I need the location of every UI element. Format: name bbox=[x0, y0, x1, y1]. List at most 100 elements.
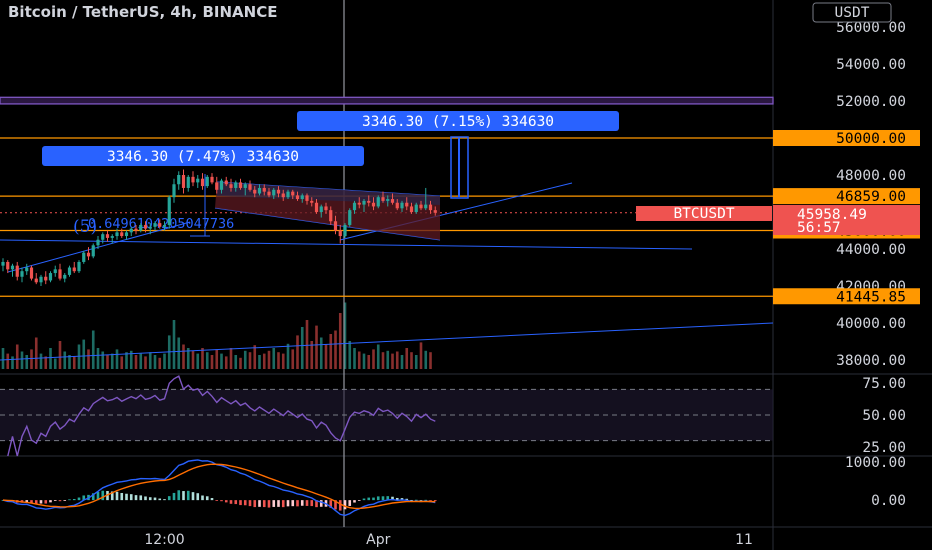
volume-bar bbox=[334, 330, 337, 369]
macd-hist-bar bbox=[129, 494, 133, 501]
volume-bar bbox=[191, 350, 195, 369]
macd-hist-bar bbox=[362, 498, 366, 501]
candle-body bbox=[172, 184, 176, 198]
volume-bar bbox=[372, 349, 375, 369]
trendline bbox=[0, 239, 693, 250]
candle-body bbox=[262, 187, 266, 192]
candle-body bbox=[371, 202, 376, 207]
macd-hist-bar bbox=[267, 500, 271, 508]
candle-body bbox=[115, 232, 119, 237]
macd-hist-bar bbox=[286, 500, 290, 507]
candle-body bbox=[191, 176, 195, 183]
candle-body bbox=[333, 221, 338, 231]
macd-pane: 1000.00 0.00 bbox=[1, 455, 906, 517]
candle-body bbox=[409, 206, 414, 212]
macd-hist-bar bbox=[82, 495, 86, 501]
macd-hist-bar bbox=[120, 492, 124, 501]
macd-hist-bar bbox=[58, 500, 62, 502]
candle-body bbox=[134, 228, 138, 231]
macd-hist-bar bbox=[125, 493, 128, 501]
macd-hist-bar bbox=[68, 499, 71, 501]
volume-bar bbox=[353, 348, 356, 369]
candle-body bbox=[428, 204, 433, 211]
volume-bar bbox=[153, 355, 157, 369]
candle-body bbox=[105, 234, 110, 238]
macd-hist-bar bbox=[319, 500, 323, 507]
macd-hist-bar bbox=[115, 491, 119, 501]
candle-body bbox=[143, 224, 148, 229]
volume-bar bbox=[319, 337, 323, 369]
volume-bar bbox=[101, 351, 105, 369]
candle-body bbox=[386, 199, 390, 201]
candle-body bbox=[96, 239, 100, 246]
volume-bar bbox=[381, 352, 385, 369]
candle-body bbox=[139, 224, 143, 231]
candle-body bbox=[243, 184, 247, 188]
volume-bar bbox=[210, 355, 214, 369]
measure-label: 3346.30 (7.15%) 334630 bbox=[362, 114, 554, 130]
rsi-pane: 75.00 50.00 25.00 bbox=[0, 375, 906, 457]
macd-line bbox=[2, 459, 436, 517]
volume-bar bbox=[234, 355, 238, 369]
candle-body bbox=[186, 176, 190, 188]
candle-body bbox=[281, 193, 285, 198]
candle-body bbox=[224, 180, 228, 185]
candle-body bbox=[343, 224, 347, 237]
candle-body bbox=[295, 195, 300, 200]
currency-button[interactable]: USDT bbox=[812, 2, 892, 23]
macd-hist-bar bbox=[348, 500, 352, 506]
volume-bar bbox=[291, 349, 295, 369]
volume-bar bbox=[300, 327, 304, 369]
macd-hist-bar bbox=[229, 500, 233, 504]
candle-body bbox=[414, 204, 418, 212]
macd-hist-bar bbox=[296, 500, 299, 507]
candle-body bbox=[158, 223, 162, 227]
volume-bar bbox=[53, 358, 57, 369]
candle-body bbox=[101, 234, 105, 240]
level-tag bbox=[773, 188, 920, 205]
macd-hist-bar bbox=[139, 495, 143, 501]
time-axis[interactable]: 12:00 Apr 11 bbox=[144, 532, 753, 548]
current-price-value: 45958.49 bbox=[797, 207, 867, 223]
price-axis[interactable]: 56000.00 54000.00 52000.00 48000.00 44000.00… bbox=[773, 20, 920, 369]
macd-hist-bar bbox=[210, 498, 214, 501]
rsi-tick-label: 75.00 bbox=[862, 376, 906, 392]
candle-body bbox=[362, 200, 366, 205]
candle-body bbox=[200, 178, 205, 187]
candle-body bbox=[324, 206, 328, 211]
volume-bar bbox=[158, 357, 162, 369]
volume-bar bbox=[96, 348, 100, 369]
macd-hist-bar bbox=[372, 497, 375, 501]
volume-bar bbox=[224, 356, 228, 369]
macd-hist-bar bbox=[63, 500, 67, 501]
candle-body bbox=[338, 230, 342, 237]
candle-body bbox=[329, 210, 333, 222]
volume-bar bbox=[424, 350, 428, 369]
volume-bar bbox=[329, 334, 333, 369]
candle-body bbox=[234, 182, 238, 188]
macd-hist-bar bbox=[239, 500, 242, 506]
candle-body bbox=[48, 273, 53, 281]
candle-body bbox=[167, 197, 171, 225]
volume-bar bbox=[30, 349, 33, 369]
volume-bar bbox=[239, 357, 242, 369]
candle-body bbox=[352, 202, 357, 211]
volume-bar bbox=[253, 345, 257, 369]
candle-body bbox=[181, 175, 186, 188]
price-tick-label: 44000.00 bbox=[836, 242, 906, 258]
volume-bar bbox=[6, 353, 10, 369]
volume-bar bbox=[376, 344, 380, 369]
macd-hist-bar bbox=[224, 500, 228, 503]
volume-bar bbox=[414, 355, 418, 369]
macd-hist-bar bbox=[220, 500, 223, 502]
candle-body bbox=[210, 176, 214, 183]
candle-body bbox=[253, 189, 257, 194]
volume-bar bbox=[324, 344, 328, 369]
volume-bar bbox=[15, 344, 19, 369]
candle-body bbox=[367, 200, 371, 203]
volume-bar bbox=[58, 341, 62, 369]
volume-bar bbox=[1, 348, 5, 369]
measure-box bbox=[297, 111, 619, 131]
drawing-overlays: 0.6496104205047736(5) bbox=[0, 0, 774, 527]
